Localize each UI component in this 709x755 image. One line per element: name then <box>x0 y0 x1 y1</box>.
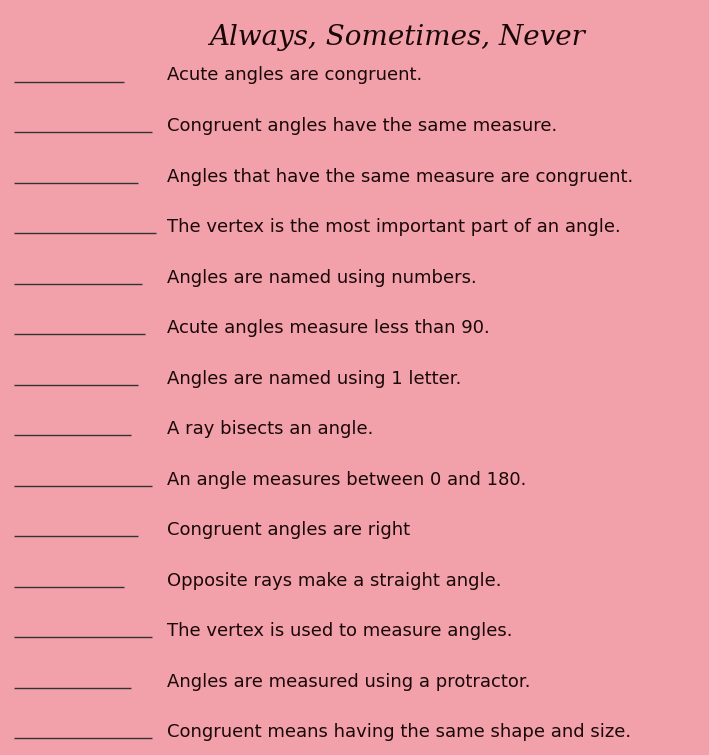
Text: Angles that have the same measure are congruent.: Angles that have the same measure are co… <box>167 168 633 186</box>
Text: Opposite rays make a straight angle.: Opposite rays make a straight angle. <box>167 572 501 590</box>
Text: Congruent angles have the same measure.: Congruent angles have the same measure. <box>167 117 557 135</box>
Text: Congruent angles are right: Congruent angles are right <box>167 521 410 539</box>
Text: An angle measures between 0 and 180.: An angle measures between 0 and 180. <box>167 470 526 488</box>
Text: A ray bisects an angle.: A ray bisects an angle. <box>167 421 373 438</box>
Text: The vertex is the most important part of an angle.: The vertex is the most important part of… <box>167 218 620 236</box>
Text: Acute angles measure less than 90.: Acute angles measure less than 90. <box>167 319 489 337</box>
Text: The vertex is used to measure angles.: The vertex is used to measure angles. <box>167 622 512 640</box>
Text: Congruent means having the same shape and size.: Congruent means having the same shape an… <box>167 723 631 741</box>
Text: Always, Sometimes, Never: Always, Sometimes, Never <box>209 24 585 51</box>
Text: Acute angles are congruent.: Acute angles are congruent. <box>167 66 422 85</box>
Text: Angles are named using 1 letter.: Angles are named using 1 letter. <box>167 370 461 387</box>
Text: Angles are measured using a protractor.: Angles are measured using a protractor. <box>167 673 530 691</box>
Text: Angles are named using numbers.: Angles are named using numbers. <box>167 269 476 287</box>
